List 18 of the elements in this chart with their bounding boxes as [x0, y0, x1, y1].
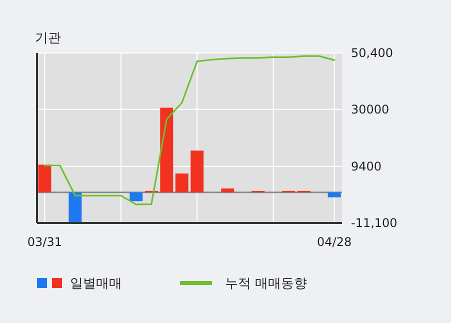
chart-title: 기관 [35, 31, 61, 46]
bar [38, 164, 52, 192]
bar [328, 192, 341, 198]
bar [190, 150, 204, 192]
bar [68, 192, 82, 222]
y-tick-label: 9400 [351, 160, 382, 174]
y-tick-label: -11,100 [351, 216, 398, 230]
x-tick-label: 04/28 [317, 235, 352, 249]
legend-label: 일별매매 [70, 276, 122, 292]
bar [221, 188, 234, 192]
bar [175, 174, 188, 192]
line-series [44, 55, 336, 206]
bar [160, 108, 174, 192]
y-tick-label: 30000 [351, 102, 390, 117]
y-tick-label: 50,400 [351, 46, 393, 60]
x-tick-label: 03/31 [27, 235, 62, 249]
bar [130, 192, 143, 202]
legend-label: 누적 매매동향 [225, 276, 308, 292]
